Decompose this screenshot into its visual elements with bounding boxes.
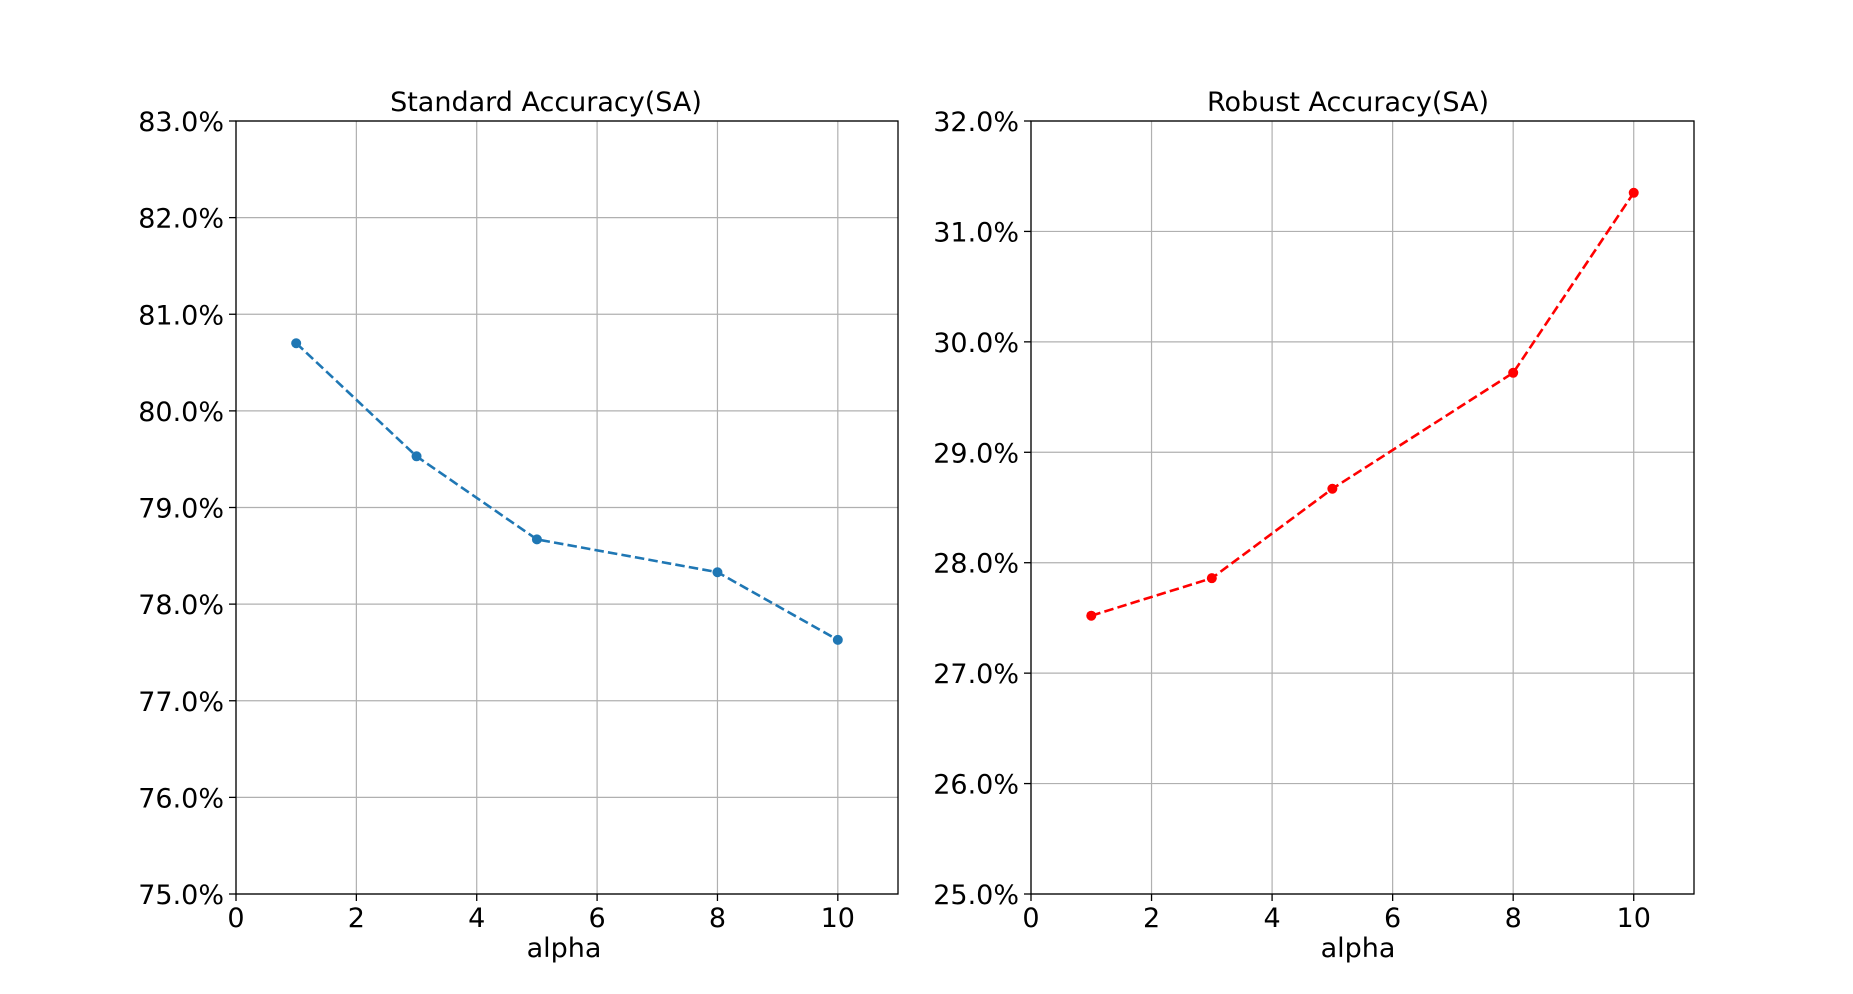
y-tick-label: 30.0% <box>933 328 1019 359</box>
y-tick-label: 78.0% <box>138 590 224 621</box>
y-tick-label: 82.0% <box>138 204 224 235</box>
y-tick-label: 27.0% <box>933 659 1019 690</box>
data-point <box>1206 573 1217 584</box>
chart-title: Standard Accuracy(SA) <box>390 87 702 118</box>
x-tick-label: 6 <box>588 903 605 934</box>
y-tick-label: 83.0% <box>138 107 224 138</box>
data-point <box>1327 483 1338 494</box>
x-axis-label: alpha <box>527 933 602 964</box>
data-point <box>291 338 302 349</box>
standard-accuracy-chart: Standard Accuracy(SA) alpha 0 2 4 6 8 10 75.0%… <box>138 87 899 964</box>
y-tick-label: 75.0% <box>138 880 224 911</box>
x-tick-label: 4 <box>468 903 485 934</box>
data-point <box>1508 367 1519 378</box>
data-point <box>712 567 723 578</box>
y-tick-label: 25.0% <box>933 880 1019 911</box>
y-tick-label: 31.0% <box>933 217 1019 248</box>
x-tick-label: 6 <box>1384 903 1401 934</box>
data-point <box>1628 187 1639 198</box>
y-tick-label: 80.0% <box>138 397 224 428</box>
x-tick-label: 0 <box>1022 903 1039 934</box>
robust-accuracy-chart: Robust Accuracy(SA) alpha 0 2 4 6 8 10 25.0% 26… <box>933 87 1695 964</box>
x-tick-label: 8 <box>709 903 726 934</box>
series <box>1086 187 1639 621</box>
data-point <box>1086 610 1097 621</box>
y-tick-label: 26.0% <box>933 770 1019 801</box>
chart-title: Robust Accuracy(SA) <box>1207 87 1489 118</box>
data-point <box>411 451 422 462</box>
data-point <box>531 534 542 545</box>
x-tick-label: 0 <box>227 903 244 934</box>
plot-frame <box>1030 120 1695 895</box>
series-line <box>295 342 839 642</box>
series <box>291 338 843 645</box>
y-tick-label: 81.0% <box>138 300 224 331</box>
y-tick-label: 79.0% <box>138 494 224 525</box>
x-tick-label: 2 <box>1143 903 1160 934</box>
x-tick-label: 4 <box>1263 903 1280 934</box>
y-tick-label: 29.0% <box>933 438 1019 469</box>
y-tick-label: 32.0% <box>933 107 1019 138</box>
x-tick-label: 2 <box>348 903 365 934</box>
x-tick-label: 10 <box>1617 903 1651 934</box>
x-tick-label: 8 <box>1505 903 1522 934</box>
x-tick-label: 10 <box>821 903 855 934</box>
y-tick-label: 77.0% <box>138 687 224 718</box>
data-point <box>832 634 843 645</box>
x-axis-label: alpha <box>1321 933 1396 964</box>
y-tick-label: 76.0% <box>138 783 224 814</box>
y-tick-label: 28.0% <box>933 549 1019 580</box>
